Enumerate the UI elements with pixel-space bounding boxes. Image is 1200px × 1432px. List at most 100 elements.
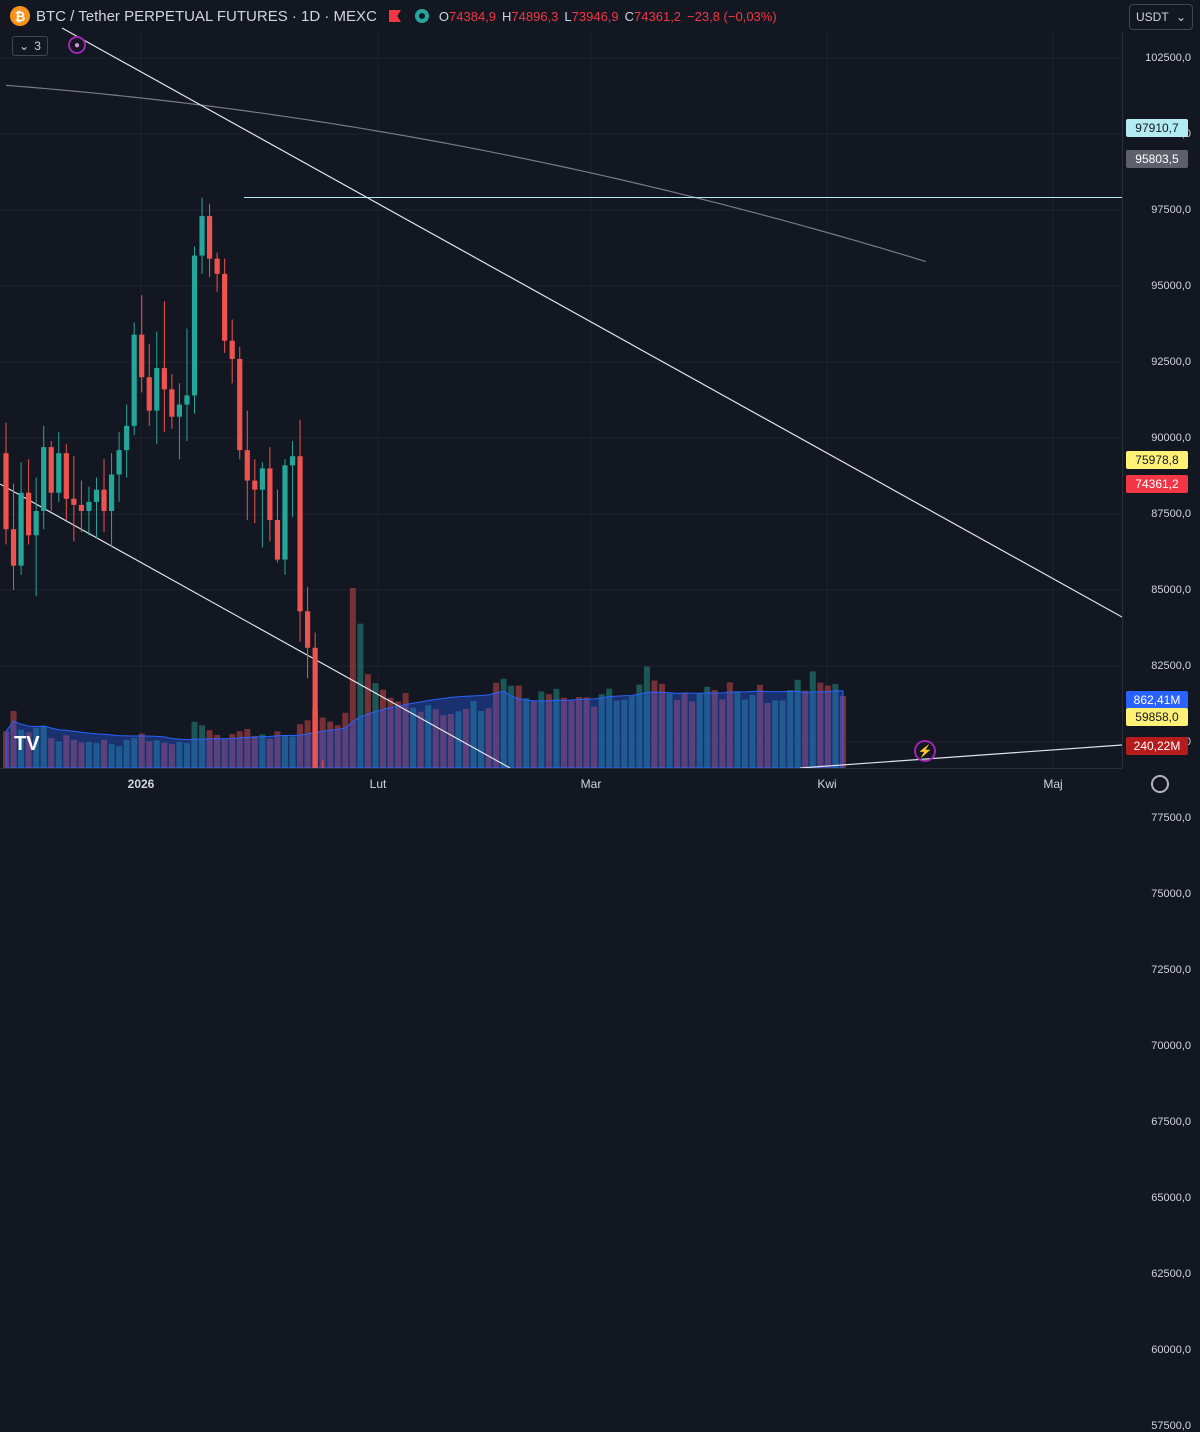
- volume-bar: [55, 741, 62, 768]
- volume-bar: [500, 678, 507, 768]
- candle-body: [297, 456, 303, 612]
- lightning-icon[interactable]: ⚡: [914, 740, 936, 762]
- volume-bar: [402, 693, 409, 768]
- volume-bar: [606, 688, 613, 768]
- volume-bar: [515, 685, 522, 768]
- volume-bar: [10, 711, 17, 768]
- volume-bar: [168, 744, 175, 768]
- close-value: C74361,2: [624, 8, 682, 24]
- chart-header: ₿ BTC / Tether PERPETUAL FUTURES · 1D · …: [0, 0, 1122, 32]
- candle-body: [252, 480, 258, 490]
- volume-bar: [161, 742, 168, 768]
- volume-bar: [199, 725, 206, 768]
- price-label: 240,22M: [1126, 737, 1188, 755]
- price-tick-label: 57500,0: [1151, 1420, 1191, 1432]
- volume-bar: [244, 729, 251, 768]
- volume-bar: [726, 682, 733, 768]
- price-label: 74361,2: [1126, 475, 1188, 493]
- volume-bar: [658, 683, 665, 768]
- price-label: 59858,0: [1126, 708, 1188, 726]
- candle-body: [131, 334, 137, 426]
- price-axis[interactable]: 102500,0100000,097500,095000,092500,0900…: [1122, 32, 1200, 1432]
- volume-bar: [357, 623, 364, 768]
- time-tick-label: 2026: [127, 777, 155, 791]
- volume-bar: [251, 736, 258, 768]
- candle-body: [267, 468, 273, 521]
- volume-bar: [462, 708, 469, 768]
- volume-bar: [711, 690, 718, 768]
- candle-body: [244, 450, 250, 481]
- candle-body: [3, 453, 9, 530]
- volume-bar: [598, 694, 605, 768]
- candle-body: [199, 216, 205, 256]
- volume-bar: [85, 742, 92, 768]
- candle-body: [26, 492, 32, 536]
- chevron-down-icon: ⌄: [1175, 10, 1186, 24]
- volume-bar: [560, 697, 567, 768]
- volume-bar: [734, 692, 741, 768]
- volume-bar: [568, 700, 575, 768]
- volume-bar: [259, 734, 266, 768]
- volume-bar: [674, 699, 681, 768]
- volume-bar: [666, 693, 673, 768]
- change-value: −23,8 (−0,03%): [687, 8, 777, 24]
- candle-body: [41, 447, 47, 511]
- volume-bar: [349, 588, 356, 768]
- candle-body: [214, 258, 220, 274]
- candle-body: [48, 447, 54, 493]
- volume-bar: [628, 696, 635, 768]
- tradingview-logo[interactable]: TV: [14, 733, 40, 755]
- volume-bar: [40, 725, 47, 768]
- volume-bar: [372, 683, 379, 768]
- volume-bar: [395, 701, 402, 768]
- price-label: 862,41M: [1126, 691, 1188, 709]
- volume-bar: [764, 702, 771, 768]
- price-chart[interactable]: [0, 0, 1122, 768]
- moving-average-line: [5, 84, 927, 263]
- symbol-title[interactable]: BTC / Tether PERPETUAL FUTURES · 1D · ME…: [36, 7, 377, 25]
- low-value: L73946,9: [564, 8, 619, 24]
- volume-bar: [48, 738, 55, 768]
- candle-body: [18, 492, 24, 566]
- volume-bar: [116, 746, 123, 768]
- volume-bar: [380, 689, 386, 768]
- candle-body: [93, 489, 100, 502]
- price-tick-label: 72500,0: [1151, 964, 1191, 976]
- volume-bar: [78, 742, 85, 768]
- flag-icon[interactable]: [388, 10, 401, 22]
- volume-bar: [696, 693, 703, 768]
- time-tick-label: Lut: [369, 777, 387, 791]
- volume-bar: [70, 739, 77, 768]
- candle-body: [154, 368, 160, 411]
- volume-bar: [334, 725, 341, 768]
- price-tick-label: 70000,0: [1151, 1040, 1191, 1052]
- price-tick-label: 90000,0: [1151, 432, 1191, 444]
- volume-bar: [470, 700, 477, 768]
- volume-bar: [493, 682, 500, 768]
- price-tick-label: 85000,0: [1151, 584, 1191, 596]
- indicators-collapse-button[interactable]: ⌄ 3: [12, 36, 48, 56]
- volume-bar: [809, 671, 816, 768]
- volume-bar: [410, 707, 417, 768]
- candle-body: [229, 340, 235, 359]
- volume-bar: [538, 691, 545, 768]
- price-label: 97910,7: [1126, 119, 1188, 137]
- candle-body: [86, 501, 92, 511]
- volume-bar: [297, 724, 304, 768]
- volume-bar: [832, 684, 839, 768]
- candle-body: [33, 510, 39, 536]
- volume-bar: [153, 740, 160, 768]
- alert-icon[interactable]: ●: [68, 36, 86, 54]
- volume-bar: [206, 730, 213, 768]
- volume-bar: [63, 735, 70, 768]
- time-axis[interactable]: 2026 Lut Mar Kwi Maj: [0, 768, 1122, 809]
- volume-bar: [794, 679, 801, 768]
- currency-select[interactable]: USDT ⌄: [1129, 4, 1193, 30]
- volume-bar: [643, 666, 650, 768]
- candle-body: [71, 498, 77, 505]
- volume-bar: [824, 685, 831, 768]
- candle-body: [146, 377, 152, 411]
- candle-body: [116, 450, 122, 475]
- settings-icon[interactable]: [1151, 775, 1169, 793]
- time-tick-label: Kwi: [817, 777, 837, 791]
